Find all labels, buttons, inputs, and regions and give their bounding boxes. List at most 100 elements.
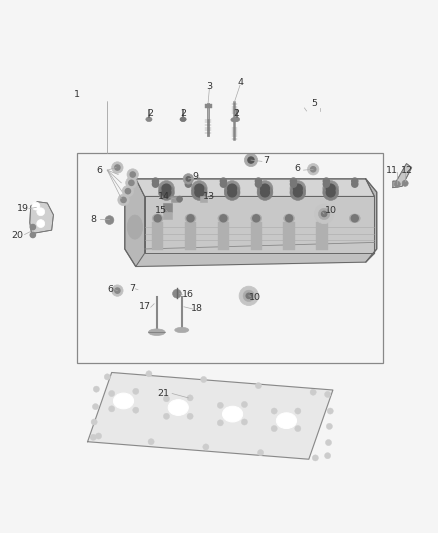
Circle shape <box>146 371 152 377</box>
Circle shape <box>95 433 102 439</box>
Circle shape <box>163 413 170 419</box>
Circle shape <box>310 389 316 395</box>
Circle shape <box>323 181 329 187</box>
Circle shape <box>318 208 330 220</box>
Circle shape <box>241 401 247 408</box>
Circle shape <box>32 202 40 210</box>
Ellipse shape <box>127 215 142 239</box>
Circle shape <box>290 181 297 187</box>
Circle shape <box>159 184 174 200</box>
Circle shape <box>122 185 134 197</box>
Text: 9: 9 <box>192 172 198 181</box>
Text: 17: 17 <box>139 302 152 311</box>
Text: 13: 13 <box>203 192 215 201</box>
Circle shape <box>293 184 302 193</box>
Circle shape <box>191 181 207 197</box>
Circle shape <box>195 188 204 197</box>
Circle shape <box>173 289 181 298</box>
Circle shape <box>186 177 191 181</box>
Text: 2: 2 <box>233 109 240 118</box>
Circle shape <box>290 178 297 184</box>
Circle shape <box>325 440 332 446</box>
Circle shape <box>253 215 260 222</box>
Ellipse shape <box>148 329 165 335</box>
Ellipse shape <box>113 393 134 409</box>
Circle shape <box>90 434 96 440</box>
Circle shape <box>402 180 408 187</box>
Circle shape <box>91 419 97 425</box>
Text: 21: 21 <box>157 389 170 398</box>
Circle shape <box>241 419 247 425</box>
Bar <box>185 222 196 251</box>
Circle shape <box>30 232 35 238</box>
Circle shape <box>220 181 226 187</box>
Circle shape <box>326 423 332 430</box>
Circle shape <box>112 162 123 173</box>
Circle shape <box>321 211 327 216</box>
Ellipse shape <box>231 118 238 122</box>
Circle shape <box>255 178 261 184</box>
Polygon shape <box>145 197 374 253</box>
Text: 6: 6 <box>97 166 103 175</box>
Circle shape <box>185 181 191 187</box>
Circle shape <box>129 180 134 185</box>
Circle shape <box>201 376 207 383</box>
Circle shape <box>163 395 170 402</box>
Circle shape <box>261 184 269 193</box>
Circle shape <box>255 383 261 389</box>
Text: 10: 10 <box>325 206 337 215</box>
Circle shape <box>162 188 171 197</box>
Ellipse shape <box>146 117 152 122</box>
Text: 4: 4 <box>237 78 243 87</box>
Circle shape <box>286 215 293 222</box>
Circle shape <box>327 408 333 414</box>
Text: 10: 10 <box>249 293 261 302</box>
Bar <box>283 222 295 251</box>
Ellipse shape <box>152 214 163 223</box>
Circle shape <box>203 444 209 450</box>
Polygon shape <box>125 179 145 266</box>
Circle shape <box>271 408 277 414</box>
Bar <box>77 152 383 363</box>
Circle shape <box>352 181 358 187</box>
Circle shape <box>217 420 223 426</box>
Text: 19: 19 <box>17 204 29 213</box>
Circle shape <box>154 215 161 222</box>
Ellipse shape <box>251 214 261 223</box>
Circle shape <box>115 288 120 293</box>
Circle shape <box>37 208 45 216</box>
Ellipse shape <box>233 117 240 122</box>
Bar <box>218 222 229 251</box>
Polygon shape <box>136 179 374 197</box>
Circle shape <box>255 181 261 187</box>
Circle shape <box>112 285 123 296</box>
Circle shape <box>239 286 258 305</box>
Circle shape <box>293 188 302 197</box>
Circle shape <box>295 425 301 432</box>
Circle shape <box>318 215 325 222</box>
Bar <box>152 222 163 251</box>
Bar <box>163 203 172 212</box>
Circle shape <box>126 177 137 189</box>
Circle shape <box>121 197 126 203</box>
Circle shape <box>152 178 159 184</box>
Bar <box>251 222 262 251</box>
Circle shape <box>183 174 194 184</box>
Circle shape <box>187 395 193 401</box>
Circle shape <box>191 184 207 200</box>
Circle shape <box>258 449 264 456</box>
Circle shape <box>220 215 227 222</box>
Text: 1: 1 <box>74 90 80 99</box>
Circle shape <box>314 204 334 223</box>
Text: 20: 20 <box>11 231 24 240</box>
Circle shape <box>30 224 35 230</box>
Bar <box>171 196 180 201</box>
Bar <box>200 197 207 201</box>
Text: 14: 14 <box>158 192 170 201</box>
Circle shape <box>307 164 319 175</box>
Bar <box>316 222 328 251</box>
Circle shape <box>248 157 254 163</box>
Circle shape <box>187 413 193 419</box>
Circle shape <box>246 293 251 298</box>
Circle shape <box>115 165 120 170</box>
